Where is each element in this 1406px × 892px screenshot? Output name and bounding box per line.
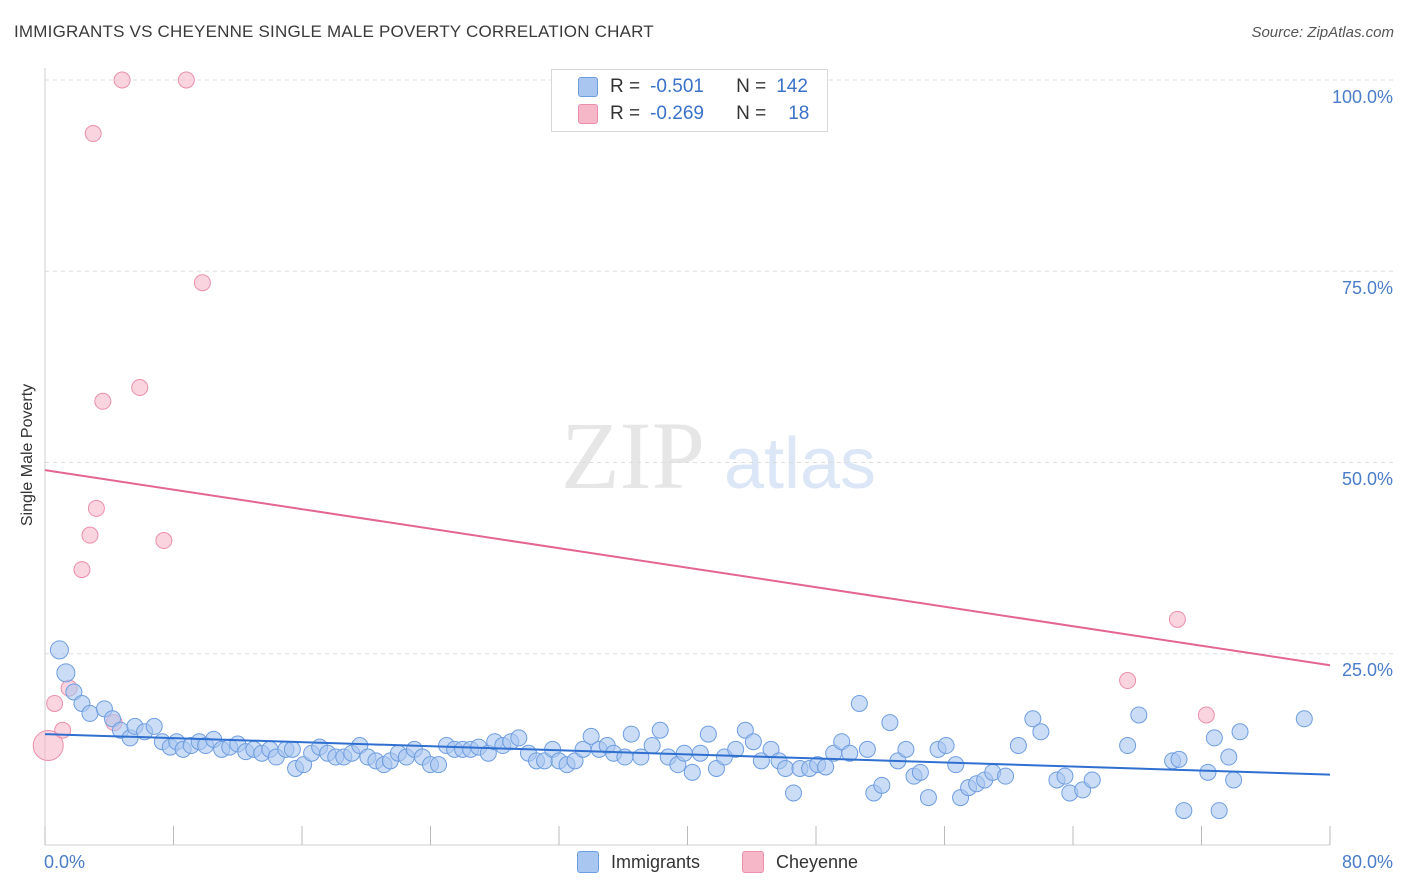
immigrants-point xyxy=(1199,763,1217,781)
y-tick-label-50: 50.0% xyxy=(1341,469,1393,489)
immigrants-point xyxy=(622,725,640,743)
bottom-legend-swatch-cheyenne xyxy=(742,851,764,873)
immigrants-point xyxy=(919,789,937,807)
immigrants-point xyxy=(841,744,859,762)
correlation-legend: R = -0.501 N = 142 R = -0.269 N = 18 xyxy=(551,69,828,132)
watermark-atlas: atlas xyxy=(724,424,876,504)
cheyenne-trendline xyxy=(44,469,1331,667)
immigrants-point xyxy=(56,663,76,683)
cheyenne-point xyxy=(1168,610,1186,628)
immigrants-point xyxy=(691,744,709,762)
source-label: Source: ZipAtlas.com xyxy=(1251,24,1394,41)
legend-row-cheyenne: R = -0.269 N = 18 xyxy=(578,102,809,126)
immigrants-point xyxy=(81,704,99,722)
immigrants-point xyxy=(699,725,717,743)
cheyenne-point xyxy=(84,125,102,143)
legend-r-value: -0.501 xyxy=(650,76,704,97)
immigrants-point xyxy=(937,737,955,755)
cheyenne-point xyxy=(94,392,112,410)
immigrants-point xyxy=(1119,737,1137,755)
cheyenne-point xyxy=(54,721,72,739)
immigrants-point xyxy=(850,694,868,712)
immigrants-point xyxy=(1231,723,1249,741)
x-tick-label-min: 0.0% xyxy=(44,852,86,872)
legend-n-label: N = xyxy=(736,76,767,97)
immigrants-point xyxy=(643,737,661,755)
legend-r-label: R = xyxy=(610,76,641,97)
legend-swatch-immigrants xyxy=(578,77,598,97)
immigrants-point xyxy=(49,640,69,660)
immigrants-point xyxy=(145,717,163,735)
immigrants-point xyxy=(1295,710,1313,728)
immigrants-point xyxy=(1170,750,1188,768)
legend-row-immigrants: R = -0.501 N = 142 xyxy=(578,75,808,99)
legend-n-label: N = xyxy=(736,103,767,124)
immigrants-point xyxy=(1032,723,1050,741)
immigrants-point xyxy=(1009,737,1027,755)
legend-r-label: R = xyxy=(610,103,641,124)
legend-n-value: 142 xyxy=(776,76,808,97)
immigrants-point xyxy=(582,727,600,745)
cheyenne-point xyxy=(113,71,131,89)
immigrants-point xyxy=(651,721,669,739)
bottom-legend-immigrants: Immigrants xyxy=(577,851,700,873)
immigrants-point xyxy=(1210,802,1228,820)
immigrants-point xyxy=(283,740,301,758)
immigrants-point xyxy=(1130,706,1148,724)
watermark-zip: ZIP xyxy=(561,402,705,509)
immigrants-point xyxy=(1220,748,1238,766)
cheyenne-point xyxy=(177,71,195,89)
bottom-legend-label-immigrants: Immigrants xyxy=(611,851,701,872)
bottom-legend-swatch-immigrants xyxy=(577,851,599,873)
y-tick-label-25: 25.0% xyxy=(1341,660,1393,680)
x-tick-label-max: 80.0% xyxy=(1341,852,1393,872)
immigrants-point xyxy=(817,758,835,776)
immigrants-point xyxy=(1175,802,1193,820)
immigrants-point xyxy=(858,740,876,758)
immigrants-point xyxy=(744,733,762,751)
immigrants-point xyxy=(683,763,701,781)
immigrants-point xyxy=(997,767,1015,785)
cheyenne-point xyxy=(46,694,64,712)
immigrants-point xyxy=(776,760,794,777)
immigrants-point xyxy=(430,756,448,774)
bottom-legend-label-cheyenne: Cheyenne xyxy=(776,851,859,872)
cheyenne-point xyxy=(87,499,105,517)
immigrants-point xyxy=(1083,771,1101,789)
cheyenne-point xyxy=(131,379,149,397)
immigrants-point xyxy=(785,784,803,802)
immigrants-point xyxy=(881,714,899,732)
cheyenne-point xyxy=(1197,706,1215,724)
immigrants-point xyxy=(727,740,745,758)
cheyenne-point xyxy=(32,730,64,762)
immigrants-point xyxy=(947,756,965,774)
immigrants-point xyxy=(873,776,891,794)
immigrants-point xyxy=(510,729,528,747)
cheyenne-point xyxy=(73,561,91,579)
legend-swatch-cheyenne xyxy=(578,104,598,124)
chart-title: IMMIGRANTS VS CHEYENNE SINGLE MALE POVER… xyxy=(14,22,654,41)
y-tick-label-100: 100.0% xyxy=(1331,87,1393,107)
immigrants-point xyxy=(1225,771,1243,789)
legend-r-value: -0.269 xyxy=(650,103,704,124)
immigrants-point xyxy=(1056,767,1074,785)
immigrants-trendline xyxy=(44,733,1331,776)
immigrants-point xyxy=(897,740,915,758)
immigrants-point xyxy=(911,763,929,781)
cheyenne-point xyxy=(81,526,99,544)
bottom-legend-cheyenne: Cheyenne xyxy=(742,851,858,873)
immigrants-point xyxy=(1024,710,1042,728)
cheyenne-point xyxy=(1119,672,1137,690)
y-tick-label-75: 75.0% xyxy=(1341,278,1393,298)
cheyenne-point xyxy=(155,532,173,550)
immigrants-point xyxy=(1205,729,1223,747)
cheyenne-point xyxy=(193,274,211,292)
legend-n-value: 18 xyxy=(788,103,810,124)
